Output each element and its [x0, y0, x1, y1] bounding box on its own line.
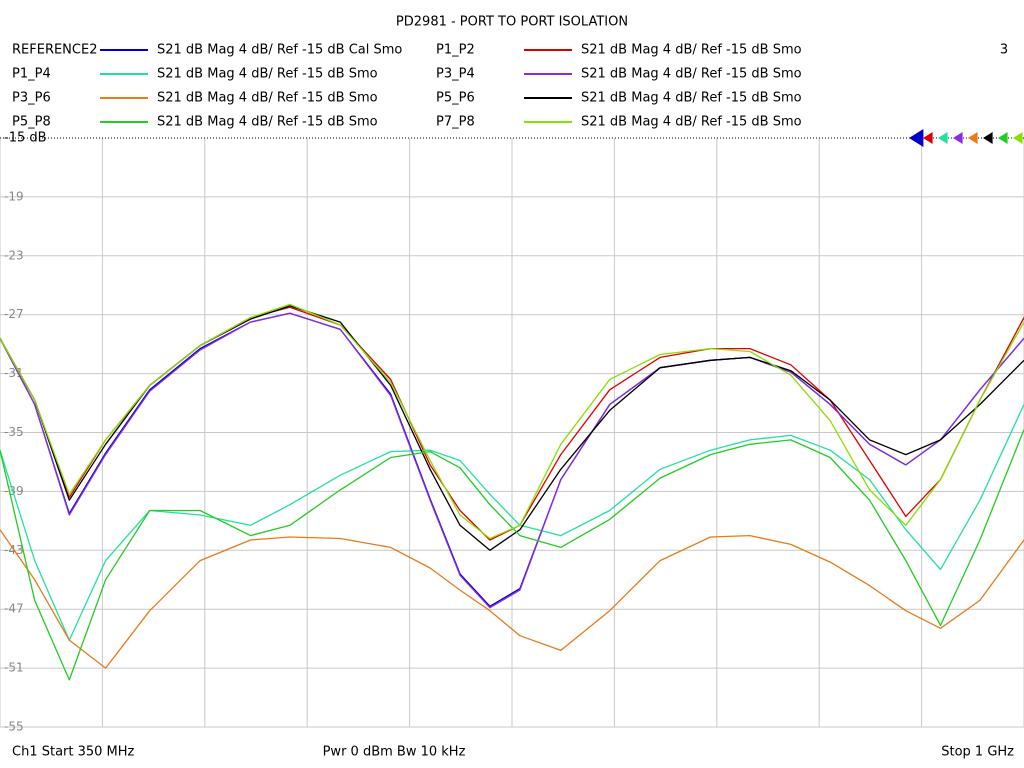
- legend-trace-label: S21 dB Mag 4 dB/ Ref -15 dB Smo: [581, 43, 802, 58]
- reference-marker: [968, 132, 978, 144]
- reference-marker: [909, 129, 924, 147]
- trace: [0, 303, 1024, 540]
- y-tick-label: -35: [4, 425, 24, 439]
- legend-trace-label: S21 dB Mag 4 dB/ Ref -15 dB Smo: [157, 115, 378, 130]
- legend-name: P7_P8: [436, 115, 475, 130]
- legend-trace-label: S21 dB Mag 4 dB/ Ref -15 dB Smo: [581, 115, 802, 130]
- legend-name: P3_P4: [436, 67, 475, 82]
- legend-name: P1_P4: [12, 67, 51, 82]
- trace: [0, 404, 1024, 641]
- reference-marker: [983, 132, 993, 144]
- trace: [0, 529, 1024, 669]
- y-tick-label: -31: [4, 366, 24, 380]
- reference-marker: [953, 132, 963, 144]
- legend-trace-label: S21 dB Mag 4 dB/ Ref -15 dB Smo: [581, 91, 802, 106]
- reference-marker: [938, 132, 948, 144]
- trace: [0, 429, 1024, 681]
- reference-marker: [1013, 132, 1023, 144]
- legend-trace-label: S21 dB Mag 4 dB/ Ref -15 dB Smo: [581, 67, 802, 82]
- legend-name: P1_P2: [436, 43, 475, 58]
- y-tick-label: -47: [4, 602, 24, 616]
- reference-marker: [923, 132, 933, 144]
- reference-marker: [998, 132, 1008, 144]
- legend-trace-label: S21 dB Mag 4 dB/ Ref -15 dB Smo: [157, 91, 378, 106]
- footer-power: Pwr 0 dBm Bw 10 kHz: [323, 745, 466, 760]
- y-tick-label: -51: [4, 661, 24, 675]
- y-tick-label: -19: [4, 189, 24, 203]
- footer-stop: Stop 1 GHz: [941, 745, 1014, 760]
- channel-number: 3: [1000, 43, 1008, 58]
- y-tick-label: -15 dB: [4, 131, 47, 146]
- legend-trace-label: S21 dB Mag 4 dB/ Ref -15 dB Smo: [157, 67, 378, 82]
- legend-name: P3_P6: [12, 91, 51, 106]
- trace: [0, 312, 1024, 609]
- legend-name: P5_P6: [436, 91, 475, 106]
- legend-name: P5_P8: [12, 115, 51, 130]
- y-tick-label: -23: [4, 248, 24, 262]
- legend-trace-label: S21 dB Mag 4 dB/ Ref -15 dB Cal Smo: [157, 43, 402, 58]
- chart-title: PD2981 - PORT TO PORT ISOLATION: [396, 15, 628, 30]
- y-tick-label: -55: [4, 720, 24, 734]
- legend-name: REFERENCE2: [12, 43, 97, 58]
- y-tick-label: -27: [4, 307, 24, 321]
- footer-start: Ch1 Start 350 MHz: [12, 745, 135, 760]
